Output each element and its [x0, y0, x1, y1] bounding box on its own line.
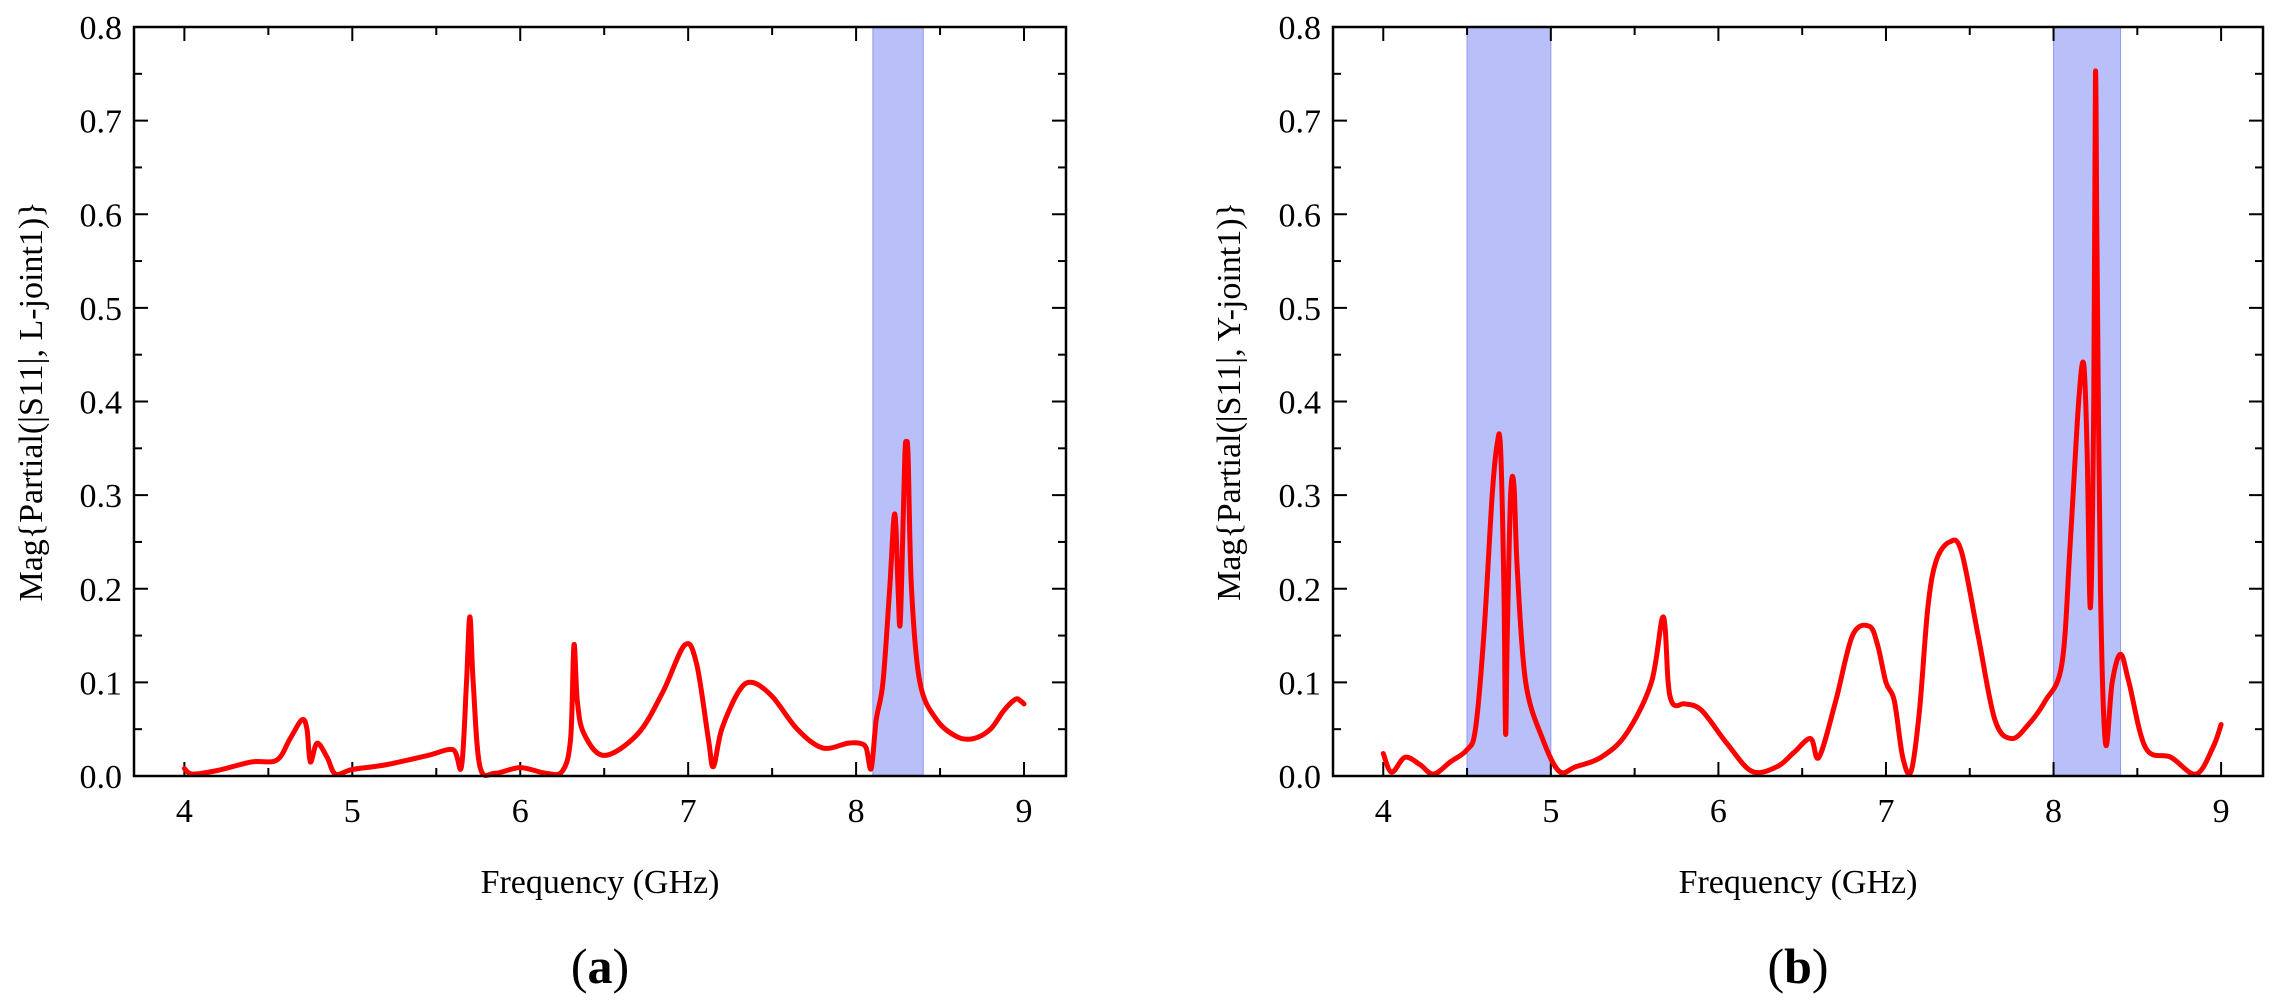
y-tick-label: 0.5: [1279, 291, 1322, 328]
x-tick-label: 8: [848, 793, 865, 830]
panel-label-letter: b: [1784, 938, 1812, 994]
series-line-1: [1380, 68, 2224, 777]
y-tick-label: 0.0: [80, 759, 123, 796]
y-axis-title: Mag{Partial(|S11|, L-joint1)}: [13, 201, 50, 601]
plot-frame: [1331, 25, 2265, 778]
x-tick-label: 4: [176, 793, 193, 830]
y-tick-label: 0.7: [80, 104, 123, 141]
y-tick-label: 0.8: [80, 10, 123, 47]
panel-label: (b): [1767, 938, 1828, 994]
x-axis-title: Frequency (GHz): [1679, 864, 1918, 901]
x-tick-label: 8: [2045, 793, 2062, 830]
y-tick-label: 0.1: [80, 665, 123, 702]
y-axis-title: Mag{Partial(|S11|, Y-joint1)}: [1211, 202, 1248, 601]
panel-label-letter: a: [588, 938, 613, 994]
panel-label-close: ): [613, 938, 630, 994]
y-tick-label: 0.6: [80, 197, 123, 234]
panel-label-open: (: [571, 938, 588, 994]
x-tick-label: 5: [344, 793, 361, 830]
y-tick-label: 0.7: [1279, 104, 1322, 141]
y-tick-label: 0.2: [1279, 572, 1322, 609]
x-tick-label: 7: [680, 793, 697, 830]
y-tick-label: 0.1: [1279, 665, 1322, 702]
y-tick-label: 0.2: [80, 572, 123, 609]
chart-panel-b: 4 5 6 7 8 9 0.0 0.1 0.2 0.3 0.4 0.5 0.6 0.7 0.8 Frequen…: [1211, 10, 2265, 994]
x-axis-title: Frequency (GHz): [481, 864, 720, 901]
y-tick-label: 0.5: [80, 291, 123, 328]
chart-panel-a: 4 5 6 7 8 9 0.0 0.1 0.2 0.3 0.4 0.5 0.6 0.7 0.8 Frequen…: [13, 10, 1068, 994]
panel-label-open: (: [1767, 938, 1784, 994]
panel-label: (a): [571, 938, 629, 994]
panel-label-close: ): [1812, 938, 1829, 994]
x-tick-label: 6: [512, 793, 529, 830]
y-tick-label: 0.6: [1279, 197, 1322, 234]
y-tick-label: 0.4: [1279, 385, 1322, 422]
y-tick-label: 0.8: [1279, 10, 1322, 47]
y-tick-label: 0.0: [1279, 759, 1322, 796]
x-tick-label: 6: [1710, 793, 1727, 830]
x-tick-label: 4: [1375, 793, 1392, 830]
y-tick-label: 0.4: [80, 385, 123, 422]
y-tick-label: 0.3: [80, 478, 123, 515]
x-tick-label: 7: [1877, 793, 1894, 830]
series-line-1: [181, 439, 1027, 779]
x-tick-label: 5: [1542, 793, 1559, 830]
x-tick-label: 9: [2213, 793, 2230, 830]
plot-frame: [132, 25, 1068, 778]
y-tick-label: 0.3: [1279, 478, 1322, 515]
x-tick-label: 9: [1016, 793, 1033, 830]
